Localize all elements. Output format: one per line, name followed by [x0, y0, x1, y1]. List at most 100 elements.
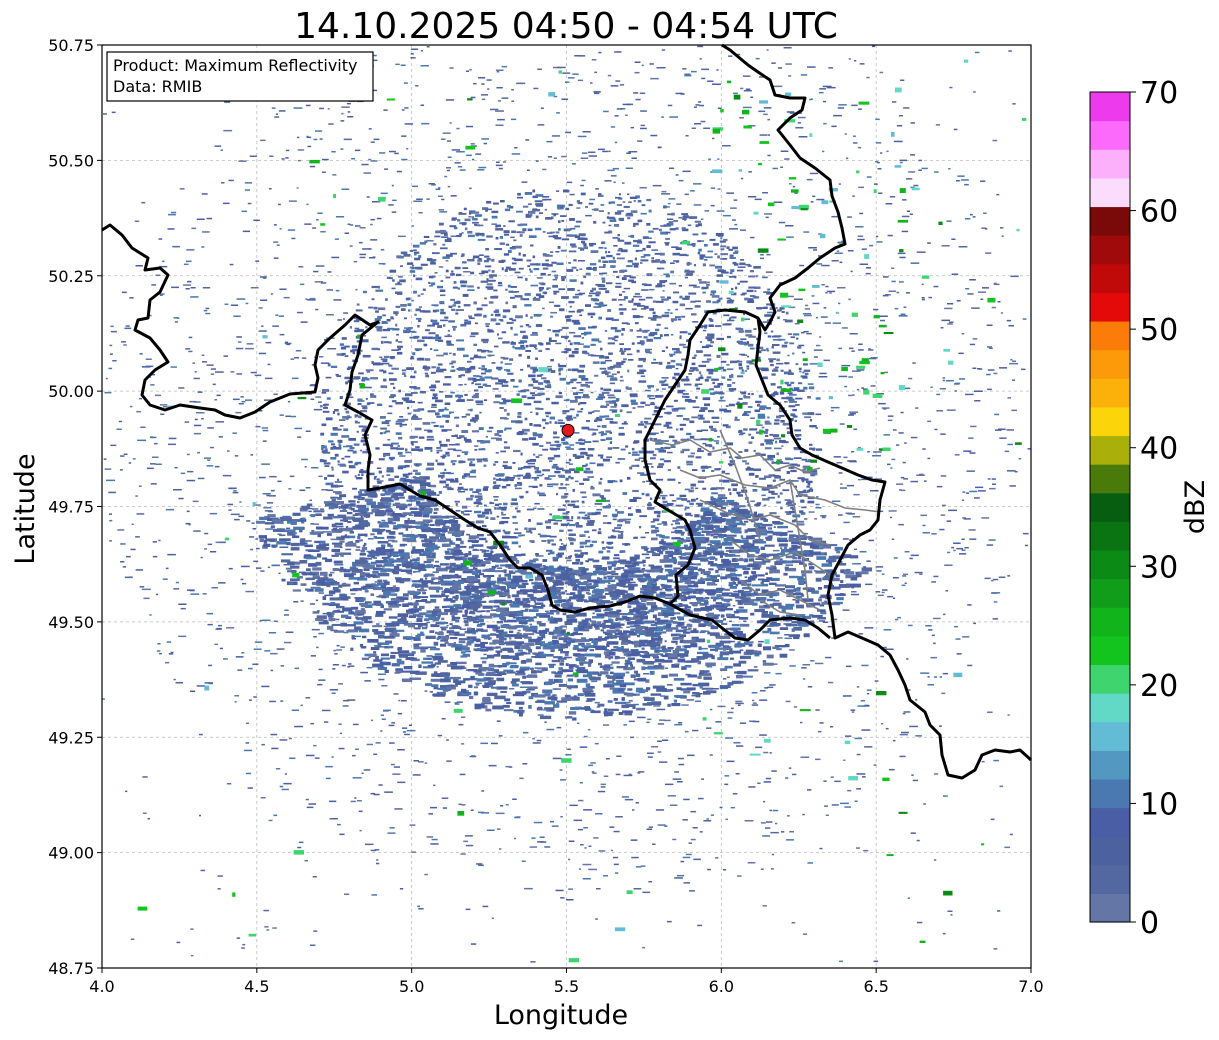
echo-pixel	[752, 295, 756, 298]
echo-pixel	[299, 560, 308, 564]
echo-pixel	[779, 492, 783, 495]
echo-pixel	[520, 496, 524, 499]
echo-pixel	[377, 315, 383, 319]
echo-pixel	[575, 524, 583, 528]
echo-pixel	[717, 574, 721, 577]
echo-pixel	[463, 438, 471, 441]
echo-pixel	[764, 420, 770, 423]
echo-pixel	[700, 374, 703, 378]
echo-pixel	[405, 528, 409, 531]
echo-pixel	[704, 244, 708, 247]
echo-pixel	[508, 220, 515, 223]
echo-pixel	[558, 487, 567, 490]
echo-pixel	[486, 258, 491, 261]
echo-pixel	[429, 259, 437, 262]
echo-pixel	[339, 396, 343, 399]
echo-pixel	[769, 458, 774, 461]
echo-pixel	[623, 630, 635, 634]
echo-pixel	[508, 556, 517, 559]
echo-pixel	[771, 461, 775, 465]
echo-pixel	[415, 317, 422, 320]
echo-pixel	[650, 401, 655, 405]
echo-pixel	[384, 645, 390, 649]
echo-pixel	[725, 575, 731, 579]
echo-pixel	[549, 421, 552, 424]
echo-pixel	[333, 630, 345, 633]
echo-pixel	[701, 530, 709, 533]
echo-pixel	[485, 323, 490, 325]
echo-pixel	[394, 604, 402, 607]
echo-pixel	[378, 524, 385, 528]
echo-pixel	[411, 417, 419, 420]
echo-pixel	[794, 519, 798, 522]
echo-pixel	[532, 189, 536, 193]
echo-pixel	[511, 262, 517, 265]
echo-pixel	[436, 354, 444, 357]
echo-pixel	[337, 460, 340, 463]
echo-pixel	[532, 386, 540, 389]
echo-pixel	[353, 621, 364, 625]
echo-pixel	[641, 340, 644, 344]
echo-pixel	[807, 383, 814, 385]
echo-pixel	[527, 396, 535, 400]
echo-pixel	[503, 569, 507, 573]
echo-pixel	[357, 415, 362, 419]
echo-pixel	[463, 437, 467, 440]
echo-pixel	[586, 643, 591, 645]
echo-pixel	[551, 261, 557, 264]
echo-pixel	[770, 383, 776, 386]
echo-pixel	[529, 392, 535, 395]
echo-pixel	[621, 312, 624, 315]
echo-pixel	[653, 315, 658, 318]
echo-pixel	[338, 428, 342, 431]
echo-pixel	[633, 200, 636, 202]
echo-pixel	[574, 348, 579, 351]
echo-pixel	[700, 571, 703, 574]
echo-pixel	[425, 329, 430, 332]
echo-pixel	[442, 256, 450, 259]
echo-pixel	[499, 407, 504, 409]
echo-pixel	[353, 519, 360, 522]
echo-pixel	[533, 368, 538, 371]
echo-pixel	[310, 586, 321, 589]
echo-pixel	[315, 561, 322, 566]
echo-pixel	[568, 250, 577, 253]
echo-pixel	[515, 691, 527, 695]
echo-pixel	[474, 706, 482, 710]
echo-pixel	[711, 378, 719, 381]
echo-pixel	[732, 261, 737, 265]
echo-pixel	[750, 417, 755, 419]
echo-pixel	[451, 360, 456, 364]
echo-pixel	[381, 421, 390, 425]
echo-pixel	[496, 621, 503, 624]
echo-pixel	[457, 399, 465, 402]
echo-pixel	[573, 505, 580, 508]
echo-pixel	[794, 419, 797, 422]
echo-pixel	[620, 598, 627, 600]
echo-pixel	[681, 498, 688, 501]
echo-pixel	[605, 437, 613, 441]
echo-pixel	[644, 425, 647, 429]
echo-pixel	[599, 272, 604, 275]
echo-pixel	[502, 464, 508, 467]
echo-pixel	[497, 368, 502, 371]
echo-pixel	[612, 515, 617, 518]
echo-pixel	[637, 634, 641, 638]
echo-pixel	[494, 461, 499, 464]
echo-pixel	[383, 355, 390, 358]
echo-pixel	[757, 413, 765, 417]
echo-pixel	[776, 452, 779, 456]
echo-pixel	[675, 308, 678, 311]
echo-pixel	[520, 452, 523, 456]
echo-pixel	[323, 406, 328, 409]
echo-pixel	[608, 396, 616, 399]
echo-pixel	[474, 510, 482, 514]
echo-pixel	[362, 378, 370, 381]
echo-pixel	[579, 314, 583, 317]
echo-pixel	[716, 487, 725, 490]
echo-pixel	[449, 623, 453, 626]
echo-pixel	[712, 529, 722, 533]
echo-pixel	[690, 563, 695, 565]
echo-pixel	[754, 519, 759, 521]
echo-pixel	[686, 216, 690, 219]
